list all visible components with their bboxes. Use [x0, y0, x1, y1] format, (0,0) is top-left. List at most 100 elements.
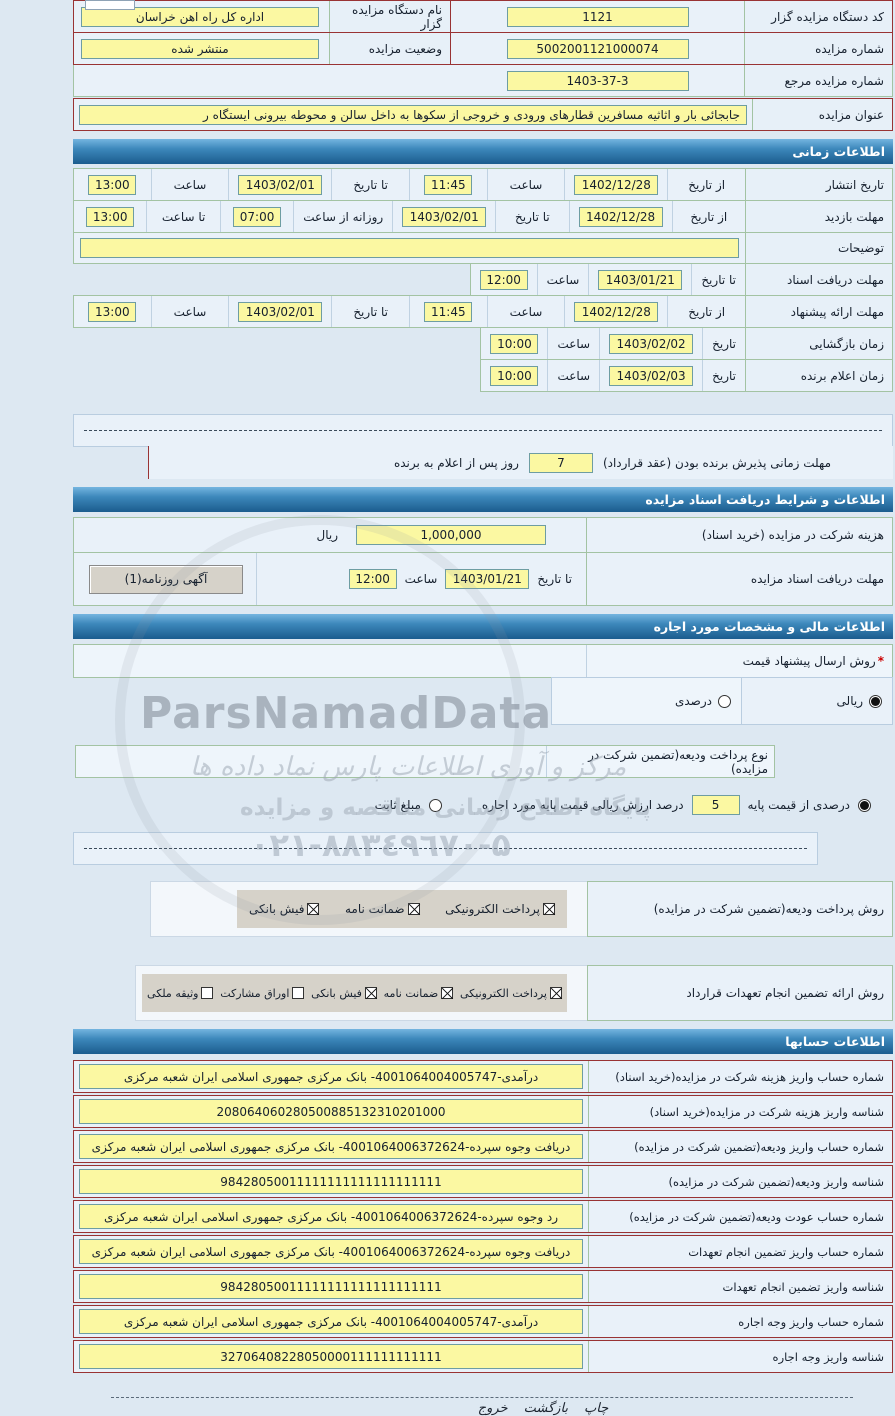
- percent-base-radio[interactable]: [858, 798, 871, 812]
- percent-value-field[interactable]: 5: [691, 795, 740, 815]
- field-caption: تا تاریخ: [331, 169, 409, 200]
- spacer: [73, 778, 893, 790]
- status-label: وضعیت مزایده: [329, 33, 451, 64]
- award-label: مهلت زمانی پذیرش برنده بودن (عقد قرارداد…: [602, 455, 831, 470]
- price-method-row: * روش ارسال پیشنهاد قیمت: [73, 644, 893, 678]
- checked-checkbox-icon[interactable]: [550, 987, 562, 999]
- deposit-pay-options: پرداخت الکترونیکی ضمانت نامه فیش بانکی: [237, 890, 567, 928]
- device-code-field[interactable]: 1121: [506, 6, 689, 27]
- spacer: [73, 865, 893, 881]
- back-link[interactable]: بازگشت: [523, 1401, 569, 1416]
- date-time-field[interactable]: 1403/02/03: [609, 365, 694, 386]
- deposit-pay-row: روش پرداخت ودیعه(تضمین شرکت در مزایده) پ…: [150, 881, 893, 937]
- title-field[interactable]: جابجائی بار و اثاثیه مسافرین قطارهای ورو…: [79, 104, 747, 125]
- deadline-time-field[interactable]: 12:00: [348, 569, 397, 589]
- rial-radio[interactable]: [869, 694, 882, 708]
- time-row: تاریخ انتشار از تاریخ 1402/12/28 ساعت 11:45 ت…: [73, 168, 893, 201]
- date-time-field[interactable]: 1403/02/02: [609, 333, 694, 354]
- unchecked-checkbox-icon[interactable]: [201, 987, 214, 999]
- account-field[interactable]: 32706408228050000111111111111: [79, 1344, 583, 1369]
- account-field[interactable]: درآمدی-4001064004005747- بانک مرکزی جمهو…: [79, 1064, 583, 1089]
- account-row: شناسه واریز ودیعه(تضمین شرکت در مزایده) 9…: [73, 1165, 893, 1198]
- account-row-zone: درآمدی-4001064004005747- بانک مرکزی جمهو…: [74, 1307, 588, 1336]
- field-caption: تا تاریخ: [691, 264, 745, 295]
- date-time-field[interactable]: 10:00: [490, 333, 539, 354]
- account-field[interactable]: رد وجوه سپرده-4001064006372624- بانک مرک…: [79, 1204, 583, 1229]
- date-time-field[interactable]: 11:45: [424, 301, 473, 322]
- checked-checkbox-icon[interactable]: [307, 903, 320, 915]
- unchecked-checkbox-icon[interactable]: [292, 987, 305, 999]
- checked-checkbox-icon[interactable]: [407, 903, 420, 915]
- date-time-field[interactable]: 11:45: [424, 174, 473, 195]
- field-caption: ساعت: [150, 169, 229, 200]
- account-row: شناسه واریز هزینه شرکت در مزایده(خرید اس…: [73, 1095, 893, 1128]
- date-time-field[interactable]: 1402/12/28: [574, 174, 659, 195]
- time-rows: تاریخ انتشار از تاریخ 1402/12/28 ساعت 11:45 ت…: [73, 168, 893, 392]
- dashed-line: [84, 848, 807, 849]
- device-name-field[interactable]: اداره کل راه اهن خراسان: [81, 6, 319, 27]
- date-time-field[interactable]: 07:00: [233, 206, 282, 227]
- deposit-type-empty: [76, 746, 546, 777]
- auction-no-row: شماره مزایده 5002001121000074 وضعیت مزای…: [74, 33, 892, 64]
- account-row-zone: 98428050011111111111111111111: [74, 1272, 588, 1301]
- deadline-time-caption: ساعت: [404, 572, 438, 586]
- status-zone: منتشر شده: [71, 38, 329, 59]
- date-time-field[interactable]: 1403/02/01: [402, 206, 487, 227]
- percent-label: درصدی: [674, 694, 712, 708]
- date-time-field[interactable]: 12:00: [479, 269, 528, 290]
- account-field[interactable]: 98428050011111111111111111111: [79, 1169, 583, 1194]
- spacer: [73, 725, 893, 745]
- price-method-options: ریالی درصدی: [551, 677, 893, 725]
- deposit-type-row: نوع پرداخت ودیعه(تضمین شرکت در مزایده): [75, 745, 775, 778]
- account-field[interactable]: دریافت وجوه سپرده-4001064006372624- بانک…: [79, 1134, 583, 1159]
- separator-box-2: [73, 832, 818, 865]
- status-field[interactable]: منتشر شده: [81, 38, 319, 59]
- docs-deadline-row: مهلت دریافت اسناد مزایده تا تاریخ 1403/0…: [73, 553, 893, 606]
- checkbox-label: ضمانت نامه: [344, 902, 405, 916]
- account-row-label: شماره حساب واریز تضمین انجام تعهدات: [588, 1236, 892, 1267]
- date-time-field[interactable]: 13:00: [86, 206, 135, 227]
- rial-label: ریالی: [836, 694, 863, 708]
- fee-field[interactable]: 1,000,000: [356, 525, 546, 545]
- checked-checkbox-icon[interactable]: [364, 987, 377, 999]
- deadline-date-field[interactable]: 1403/01/21: [445, 569, 530, 589]
- date-time-field[interactable]: 1402/12/28: [578, 206, 663, 227]
- fixed-amount-radio[interactable]: [428, 798, 442, 812]
- time-row-label: زمان اعلام برنده: [745, 359, 893, 392]
- account-field[interactable]: دریافت وجوه سپرده-4001064006372624- بانک…: [79, 1239, 583, 1264]
- field-cell: 1403/02/02: [599, 328, 702, 359]
- percent-radio[interactable]: [718, 694, 731, 708]
- date-time-field[interactable]: 1403/02/01: [238, 174, 323, 195]
- award-days-field[interactable]: 7: [528, 452, 593, 473]
- date-time-field[interactable]: 10:00: [490, 365, 539, 386]
- date-time-field[interactable]: 1402/12/28: [574, 301, 659, 322]
- date-time-field[interactable]: 1403/01/21: [598, 269, 683, 290]
- field-cell: 07:00: [219, 201, 293, 232]
- print-link[interactable]: چاپ: [584, 1401, 609, 1416]
- account-row-label: شماره حساب واریز ودیعه(تضمین شرکت در مزا…: [588, 1131, 892, 1162]
- corner-box: [85, 0, 135, 10]
- field-cell: 1402/12/28: [564, 169, 667, 200]
- field-cell: 1402/12/28: [568, 201, 672, 232]
- account-field[interactable]: 208064060280500885132310201000: [79, 1099, 583, 1124]
- field-cell: 13:00: [74, 169, 151, 200]
- notes-field[interactable]: [80, 238, 739, 258]
- date-time-field[interactable]: 13:00: [88, 301, 137, 322]
- docs-deadline-label: مهلت دریافت اسناد مزایده: [586, 553, 892, 605]
- account-field[interactable]: درآمدی-4001064004005747- بانک مرکزی جمهو…: [79, 1309, 583, 1334]
- ref-no-field[interactable]: 1403-37-3: [506, 70, 689, 91]
- newspaper-ad-button[interactable]: آگهی روزنامه(1): [89, 564, 243, 594]
- guarantee-zone: پرداخت الکترونیکی ضمانت نامه فیش بانکی اورا…: [135, 965, 587, 1021]
- exit-link[interactable]: خروج: [477, 1401, 508, 1416]
- guarantee-label: روش ارائه تضمین انجام تعهدات قرارداد: [587, 965, 893, 1021]
- date-time-field[interactable]: 13:00: [88, 174, 137, 195]
- account-row-label: شماره حساب واریز وجه اجاره: [588, 1306, 892, 1337]
- date-time-field[interactable]: 1403/02/01: [238, 301, 323, 322]
- dashed-line: [84, 430, 882, 431]
- account-field[interactable]: 98428050011111111111111111111: [79, 1274, 583, 1299]
- account-row-zone: 98428050011111111111111111111: [74, 1167, 588, 1196]
- time-row-cells: [73, 232, 746, 264]
- auction-no-field[interactable]: 5002001121000074: [506, 38, 689, 59]
- checked-checkbox-icon[interactable]: [543, 903, 555, 915]
- checked-checkbox-icon[interactable]: [441, 987, 454, 999]
